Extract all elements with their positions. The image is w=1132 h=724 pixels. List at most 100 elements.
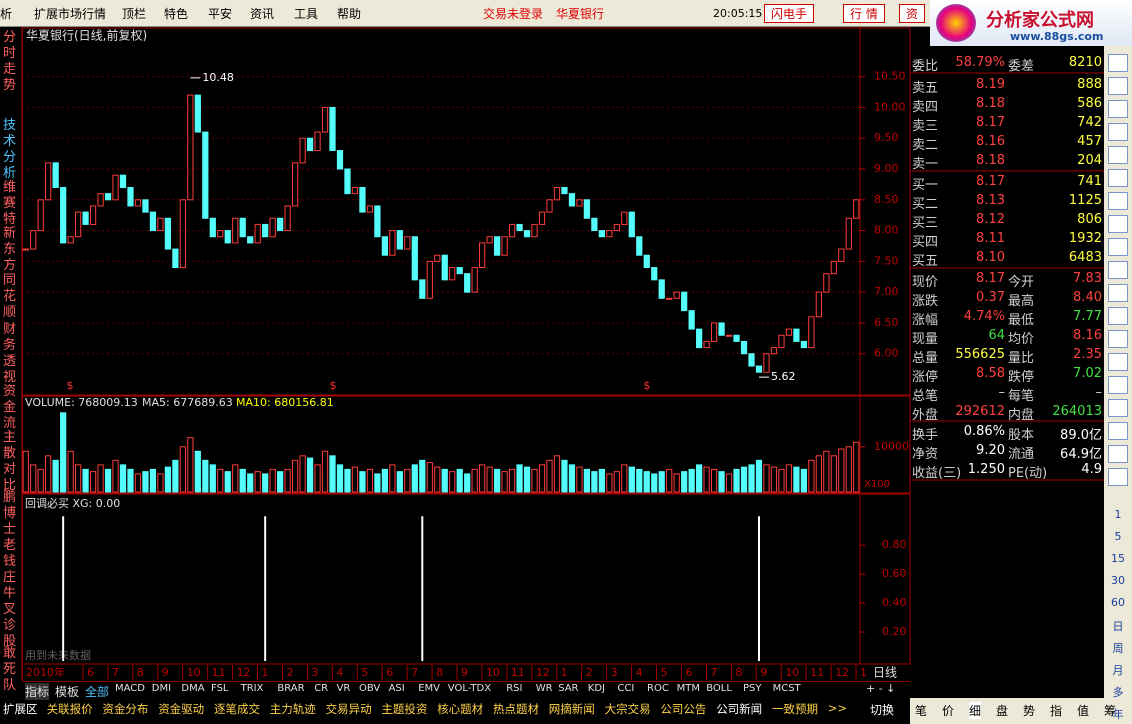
tool-icon[interactable]: [1108, 261, 1128, 279]
bottom-tab[interactable]: 扩展区: [3, 702, 38, 716]
sidebar-tab[interactable]: 维赛特: [3, 180, 17, 227]
tool-icon[interactable]: [1108, 169, 1128, 187]
indicator-tab[interactable]: SAR: [558, 683, 579, 694]
period-button[interactable]: 周: [1112, 642, 1124, 655]
period-button[interactable]: 日: [1112, 620, 1124, 633]
tool-icon[interactable]: [1108, 353, 1128, 371]
tool-icon[interactable]: [1108, 192, 1128, 210]
sidebar-tab[interactable]: 技术分析: [3, 118, 17, 181]
detail-tab[interactable]: 势: [1023, 704, 1036, 718]
detail-tab[interactable]: 价: [942, 704, 955, 718]
indicator-tab[interactable]: MACD: [115, 683, 145, 694]
indicator-tab[interactable]: WR: [535, 683, 553, 694]
indicator-tab[interactable]: 全部: [85, 685, 110, 699]
sidebar-tab[interactable]: 牛叉诊股: [3, 586, 17, 649]
indicator-tab[interactable]: VR: [336, 683, 351, 694]
tool-icon[interactable]: [1108, 376, 1128, 394]
period-button[interactable]: 1: [1114, 508, 1122, 521]
bottom-tab[interactable]: 主题投资: [381, 702, 428, 716]
period-button[interactable]: 30: [1111, 574, 1125, 587]
sidebar-tab[interactable]: 敢死队: [3, 646, 17, 693]
indicator-tab[interactable]: BRAR: [277, 683, 305, 694]
bottom-tab[interactable]: 一致预期: [772, 702, 818, 716]
menu-item[interactable]: 资讯: [250, 7, 275, 21]
bottom-tab[interactable]: 资金驱动: [158, 702, 205, 716]
switch-tab[interactable]: 切换: [870, 703, 895, 717]
sidebar-tab[interactable]: 资金流: [3, 384, 17, 431]
bottom-tab[interactable]: 交易异动: [325, 702, 372, 716]
bottom-tab[interactable]: 核心题材: [437, 702, 484, 716]
tool-icon[interactable]: [1108, 399, 1128, 417]
tool-icon[interactable]: [1108, 468, 1128, 486]
menu-item[interactable]: 帮助: [337, 7, 362, 21]
indicator-tab[interactable]: PSY: [743, 683, 762, 694]
indicator-tab[interactable]: DMI: [151, 683, 172, 694]
tool-icon[interactable]: [1108, 422, 1128, 440]
menu-item[interactable]: 工具: [294, 7, 319, 21]
bottom-tab[interactable]: 资金分布: [102, 702, 149, 716]
indicator-tab[interactable]: OBV: [359, 683, 381, 694]
bottom-tab[interactable]: >>: [827, 701, 848, 715]
indicator-tab[interactable]: ROC: [647, 683, 669, 694]
period-button[interactable]: 15: [1111, 552, 1125, 565]
tool-icon[interactable]: [1108, 123, 1128, 141]
sidebar-tab[interactable]: 分时走势: [3, 30, 17, 93]
bottom-tab[interactable]: 网摘新闻: [548, 702, 595, 716]
indicator-tab[interactable]: MTM: [676, 683, 700, 694]
tool-icon[interactable]: [1108, 238, 1128, 256]
period-button[interactable]: 60: [1111, 596, 1125, 609]
period-button[interactable]: 5: [1114, 530, 1122, 543]
menu-button[interactable]: 闪电手: [764, 4, 815, 23]
tool-icon[interactable]: [1108, 307, 1128, 325]
indicator-tab[interactable]: ASI: [388, 683, 405, 694]
tool-icon[interactable]: [1108, 146, 1128, 164]
menu-item[interactable]: 平安: [208, 7, 233, 21]
indicator-tab[interactable]: KDJ: [587, 683, 606, 694]
indicator-tab[interactable]: CR: [314, 683, 329, 694]
bottom-tab[interactable]: 关联报价: [46, 702, 93, 716]
detail-tab[interactable]: 盘: [996, 704, 1009, 718]
detail-tab[interactable]: 笔: [915, 704, 928, 718]
detail-tab[interactable]: 筹: [1104, 704, 1117, 718]
sidebar-tab[interactable]: 财务透视: [3, 322, 17, 385]
bottom-tab[interactable]: 主力轨迹: [269, 702, 316, 716]
indicator-tab[interactable]: DMA: [181, 683, 205, 694]
indicator-tab[interactable]: MCST: [772, 683, 801, 694]
indicator-tab[interactable]: BOLL: [706, 683, 732, 694]
menu-item[interactable]: 扩展市场行情: [34, 7, 107, 21]
bottom-tab[interactable]: 大宗交易: [604, 702, 651, 716]
detail-tab[interactable]: 细: [969, 702, 982, 719]
indicator-tab[interactable]: RSI: [506, 683, 523, 694]
bottom-tab[interactable]: 热点题材: [493, 702, 539, 716]
tool-icon[interactable]: [1108, 445, 1128, 463]
tool-icon[interactable]: [1108, 284, 1128, 302]
indicator-tab[interactable]: CCI: [617, 683, 635, 694]
bottom-tab[interactable]: 公司新闻: [716, 702, 763, 716]
indicator-tab[interactable]: EMV: [418, 683, 440, 694]
indicator-tab[interactable]: 指标: [25, 683, 50, 700]
detail-tab[interactable]: 指: [1050, 704, 1063, 718]
menu-button[interactable]: 资: [899, 4, 926, 23]
tool-icon[interactable]: [1108, 100, 1128, 118]
period-button[interactable]: 多: [1112, 686, 1124, 699]
indicator-tab[interactable]: VOL-TDX: [447, 683, 492, 694]
sidebar-tab[interactable]: 同花顺: [3, 273, 17, 320]
menu-item[interactable]: 顶栏: [122, 7, 147, 21]
menu-button[interactable]: 行 情: [843, 4, 885, 23]
period-button[interactable]: 年: [1112, 708, 1124, 721]
sidebar-tab[interactable]: 鹏博士: [3, 490, 17, 537]
indicator-tab[interactable]: TRIX: [240, 683, 264, 694]
bottom-tab[interactable]: 逐笔成交: [214, 702, 260, 716]
bottom-tab[interactable]: 公司公告: [660, 702, 707, 716]
tool-icon[interactable]: [1108, 77, 1128, 95]
indicator-tab[interactable]: 模板: [55, 685, 80, 699]
tool-icon[interactable]: [1108, 54, 1128, 72]
sidebar-tab[interactable]: 老钱庄: [3, 538, 17, 585]
indicator-tab[interactable]: FSL: [211, 683, 229, 694]
period-button[interactable]: 月: [1112, 664, 1124, 677]
tool-icon[interactable]: [1108, 215, 1128, 233]
sidebar-tab[interactable]: 主散对比: [3, 430, 17, 493]
sidebar-tab[interactable]: 新东方: [3, 226, 17, 273]
menu-item[interactable]: 特色: [164, 7, 189, 21]
menu-item[interactable]: 析: [0, 7, 13, 21]
